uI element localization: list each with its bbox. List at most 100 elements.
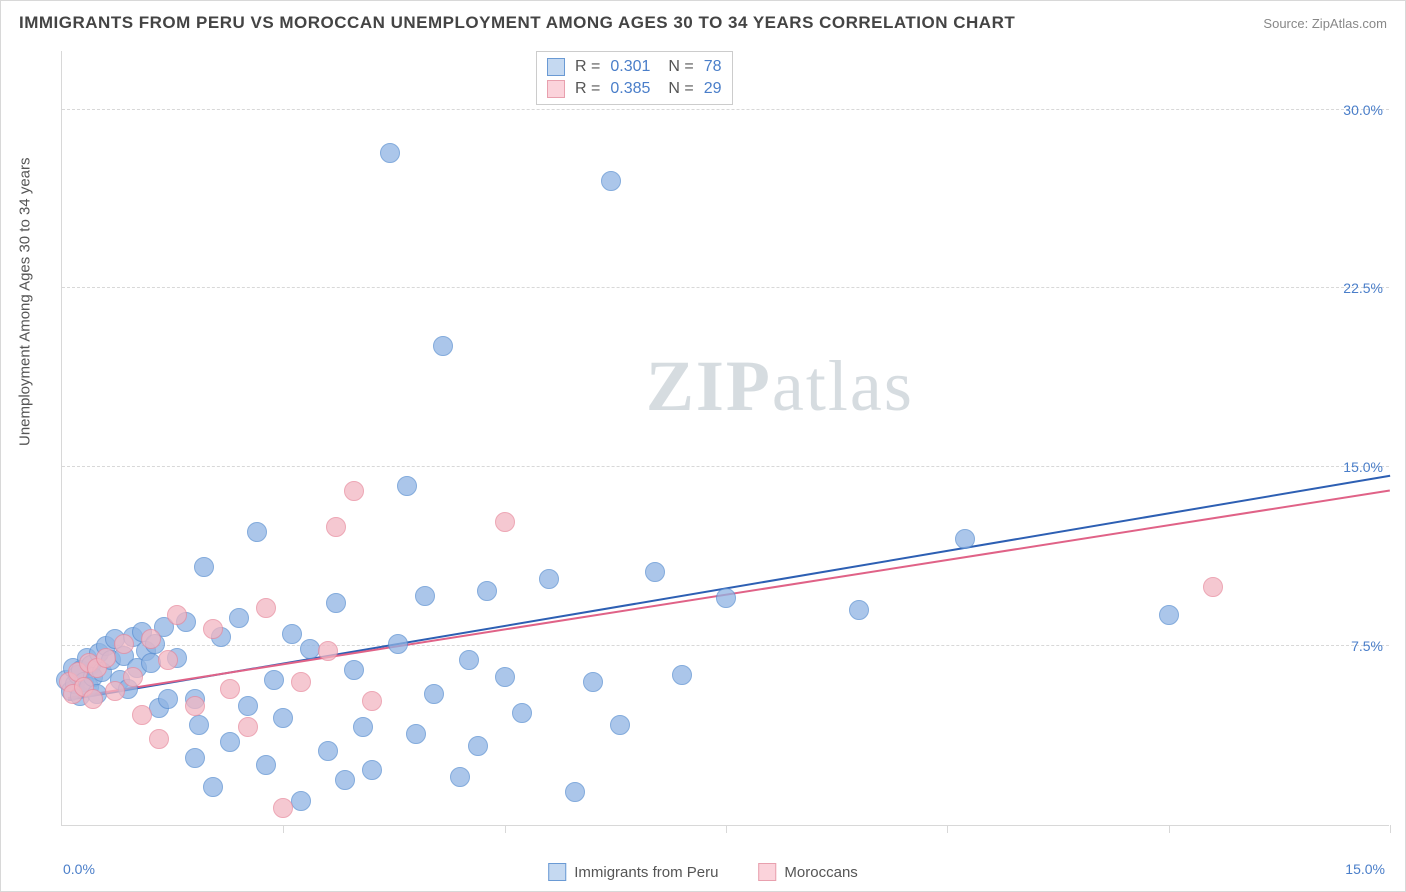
r-value-0: 0.301	[610, 58, 650, 76]
data-point	[477, 581, 497, 601]
data-point	[468, 736, 488, 756]
grid-line-h	[62, 645, 1389, 646]
data-point	[141, 629, 161, 649]
n-value-1: 29	[704, 80, 722, 98]
legend-label-peru: Immigrants from Peru	[574, 864, 718, 881]
data-point	[1203, 577, 1223, 597]
y-tick-label: 15.0%	[1343, 459, 1383, 475]
legend-swatch-blue	[547, 58, 565, 76]
data-point	[291, 791, 311, 811]
legend-series: Immigrants from Peru Moroccans	[548, 863, 858, 881]
data-point	[238, 696, 258, 716]
data-point	[601, 171, 621, 191]
data-point	[645, 562, 665, 582]
data-point	[362, 760, 382, 780]
y-tick-label: 22.5%	[1343, 280, 1383, 296]
y-tick-label: 30.0%	[1343, 102, 1383, 118]
grid-line-h	[62, 466, 1389, 467]
data-point	[424, 684, 444, 704]
data-point	[326, 593, 346, 613]
n-label: N =	[668, 58, 693, 76]
data-point	[1159, 605, 1179, 625]
data-point	[220, 732, 240, 752]
data-point	[158, 689, 178, 709]
r-label: R =	[575, 58, 600, 76]
watermark-light: atlas	[772, 346, 914, 426]
data-point	[264, 670, 284, 690]
data-point	[185, 748, 205, 768]
legend-row-1: R = 0.385 N = 29	[547, 78, 722, 100]
data-point	[495, 512, 515, 532]
data-point	[318, 741, 338, 761]
legend-swatch-blue	[548, 863, 566, 881]
legend-label-moroccans: Moroccans	[784, 864, 857, 881]
title-row: IMMIGRANTS FROM PERU VS MOROCCAN UNEMPLO…	[19, 13, 1387, 33]
x-tick	[505, 825, 506, 833]
chart-container: IMMIGRANTS FROM PERU VS MOROCCAN UNEMPLO…	[0, 0, 1406, 892]
legend-swatch-pink	[758, 863, 776, 881]
data-point	[388, 634, 408, 654]
data-point	[344, 481, 364, 501]
grid-line-h	[62, 109, 1389, 110]
chart-title: IMMIGRANTS FROM PERU VS MOROCCAN UNEMPLO…	[19, 13, 1015, 33]
data-point	[203, 619, 223, 639]
data-point	[362, 691, 382, 711]
data-point	[353, 717, 373, 737]
data-point	[238, 717, 258, 737]
n-label: N =	[668, 80, 693, 98]
data-point	[344, 660, 364, 680]
source-name[interactable]: ZipAtlas.com	[1312, 16, 1387, 31]
data-point	[565, 782, 585, 802]
data-point	[716, 588, 736, 608]
data-point	[291, 672, 311, 692]
data-point	[318, 641, 338, 661]
r-label: R =	[575, 80, 600, 98]
y-axis-title: Unemployment Among Ages 30 to 34 years	[17, 157, 34, 446]
data-point	[672, 665, 692, 685]
data-point	[149, 729, 169, 749]
data-point	[415, 586, 435, 606]
data-point	[167, 605, 187, 625]
x-tick	[726, 825, 727, 833]
data-point	[397, 476, 417, 496]
data-point	[189, 715, 209, 735]
x-tick	[1169, 825, 1170, 833]
data-point	[273, 708, 293, 728]
data-point	[512, 703, 532, 723]
x-tick	[283, 825, 284, 833]
data-point	[539, 569, 559, 589]
data-point	[83, 689, 103, 709]
grid-line-h	[62, 287, 1389, 288]
y-tick-label: 7.5%	[1351, 638, 1383, 654]
plot-area: ZIPatlas 7.5% 15.0% 22.5% 30.0%	[61, 51, 1389, 826]
data-point	[96, 648, 116, 668]
source: Source: ZipAtlas.com	[1263, 16, 1387, 31]
data-point	[380, 143, 400, 163]
data-point	[123, 667, 143, 687]
data-point	[185, 696, 205, 716]
x-tick-label-min: 0.0%	[63, 861, 95, 877]
data-point	[114, 634, 134, 654]
legend-item-moroccans: Moroccans	[758, 863, 857, 881]
x-tick	[1390, 825, 1391, 833]
watermark: ZIPatlas	[646, 345, 914, 428]
data-point	[203, 777, 223, 797]
data-point	[282, 624, 302, 644]
data-point	[132, 705, 152, 725]
data-point	[495, 667, 515, 687]
data-point	[229, 608, 249, 628]
legend-item-peru: Immigrants from Peru	[548, 863, 718, 881]
data-point	[450, 767, 470, 787]
source-label: Source:	[1263, 16, 1308, 31]
legend-row-0: R = 0.301 N = 78	[547, 56, 722, 78]
r-value-1: 0.385	[610, 80, 650, 98]
data-point	[326, 517, 346, 537]
data-point	[610, 715, 630, 735]
data-point	[247, 522, 267, 542]
data-point	[256, 598, 276, 618]
data-point	[158, 650, 178, 670]
legend-swatch-pink	[547, 80, 565, 98]
data-point	[849, 600, 869, 620]
data-point	[194, 557, 214, 577]
data-point	[583, 672, 603, 692]
